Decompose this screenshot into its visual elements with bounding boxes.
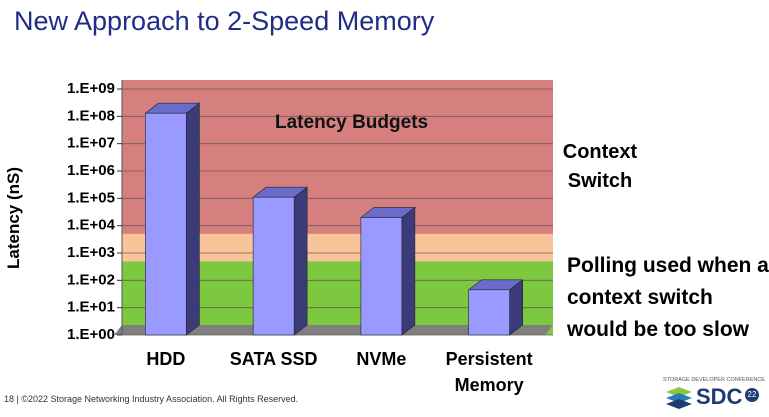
- y-tick-label: 1.E+09: [67, 80, 115, 97]
- x-tick-label: NVMe: [356, 349, 407, 369]
- y-tick-label: 1.E+07: [67, 135, 115, 152]
- y-tick-label: 1.E+02: [67, 271, 115, 288]
- bar: [252, 196, 295, 336]
- bar-side: [186, 102, 200, 336]
- logo-text: SDC: [696, 384, 743, 409]
- logo-icon: [666, 387, 692, 409]
- bar: [145, 112, 187, 336]
- y-tick-label: 1.E+04: [67, 217, 116, 234]
- y-tick-label: 1.E+00: [67, 326, 115, 343]
- y-tick-label: 1.E+03: [67, 244, 115, 261]
- x-tick-label: Persistent Memory: [445, 349, 533, 395]
- x-tick-label: SATA SSD: [229, 349, 318, 369]
- y-tick-label: 1.E+06: [67, 162, 115, 179]
- x-tick-label: HDD: [146, 349, 186, 369]
- footer-text: 18 | ©2022 Storage Networking Industry A…: [4, 394, 299, 404]
- logo-caption: STORAGE DEVELOPER CONFERENCE: [663, 377, 765, 383]
- annotation: Context Switch: [562, 141, 638, 192]
- y-tick-label: 1.E+05: [67, 189, 115, 206]
- y-tick-label: 1.E+01: [67, 299, 115, 316]
- logo-year: 22: [745, 388, 759, 402]
- bar: [360, 217, 403, 336]
- slide-title: New Approach to 2-Speed Memory: [14, 6, 435, 36]
- bar: [468, 289, 510, 336]
- annotation: Latency Budgets: [275, 112, 429, 133]
- bar-side: [401, 206, 416, 336]
- bar-side: [293, 186, 308, 336]
- y-tick-label: 1.E+08: [67, 107, 115, 124]
- y-axis-label: Latency (nS): [4, 166, 23, 270]
- annotation: Polling used when a context switch would…: [567, 254, 769, 341]
- floor: [114, 325, 553, 335]
